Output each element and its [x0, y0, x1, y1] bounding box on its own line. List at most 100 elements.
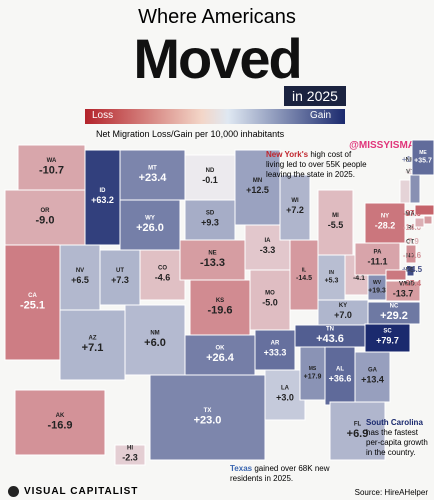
annotation-text: has the fastest per-capita growth in the…	[366, 428, 428, 457]
state-value: +79.7	[376, 335, 399, 345]
state-value: +9.3	[201, 217, 219, 227]
state-abbr: CA	[28, 293, 37, 299]
state-abbr: VA	[399, 282, 408, 288]
state-value: -25.1	[20, 299, 45, 311]
brand: VISUAL CAPITALIST	[24, 486, 139, 497]
state-abbr: RI	[407, 226, 413, 232]
state-value: +29.2	[380, 310, 408, 322]
state	[14, 389, 106, 456]
state-abbr: FL	[354, 422, 362, 428]
state-value: +35.7	[414, 157, 432, 164]
state-abbr: MT	[148, 166, 157, 172]
source: Source: HireAHelper	[354, 488, 428, 497]
state-abbr: NJ	[406, 254, 414, 260]
state-abbr: UT	[116, 268, 124, 274]
state-abbr: NY	[381, 214, 389, 220]
state-value: +17.9	[304, 373, 322, 380]
state-value: +26.0	[136, 222, 164, 234]
state	[317, 189, 354, 256]
state-value: +7.3	[111, 275, 129, 285]
state-value: -11.1	[367, 256, 387, 266]
state	[184, 199, 236, 241]
state	[409, 174, 421, 204]
state-abbr: MI	[332, 213, 339, 219]
state	[317, 299, 369, 326]
state-value: -0.1	[202, 175, 218, 185]
title-line: Where Americans	[138, 6, 296, 28]
state-value: +12.5	[246, 185, 269, 195]
state-value: -13.3	[200, 257, 225, 269]
state-value: -2.3	[122, 452, 138, 462]
state-value: -7.9	[405, 237, 419, 246]
state-value: +23.4	[139, 172, 168, 184]
state-value: +33.3	[264, 347, 287, 357]
state-abbr: IL	[302, 267, 306, 273]
annotation: New York's high cost of living led to ov…	[266, 150, 371, 180]
state-abbr: WI	[291, 198, 299, 204]
legend-bar	[85, 109, 345, 124]
state-value: -14.5	[296, 275, 312, 282]
state-abbr: MA	[405, 212, 415, 218]
annotation: Texas gained over 68K new residents in 2…	[230, 464, 350, 484]
state	[254, 329, 296, 371]
state-value: -5.5	[328, 220, 344, 230]
state-abbr: NE	[208, 251, 216, 257]
state	[279, 174, 311, 241]
state	[119, 149, 186, 201]
state	[234, 149, 281, 226]
state-value: +43.6	[316, 333, 344, 345]
state	[414, 204, 434, 216]
state-abbr: WY	[145, 216, 155, 222]
state-value: +13.4	[361, 374, 384, 384]
state	[4, 244, 61, 361]
state-abbr: ND	[206, 168, 215, 174]
annotation: South Carolina has the fastest per-capit…	[366, 418, 434, 458]
state-abbr: NC	[390, 304, 399, 310]
state-abbr: NH	[406, 158, 415, 164]
state	[59, 309, 126, 381]
state-value: -3.3	[260, 245, 276, 255]
state-value: +7.2	[286, 205, 304, 215]
annotation-highlight: Texas	[230, 464, 253, 473]
state-value: +63.2	[91, 195, 114, 205]
state-value: +26.4	[206, 352, 235, 364]
state-abbr: PA	[374, 250, 383, 256]
state-abbr: DE	[406, 268, 414, 274]
state	[317, 254, 346, 301]
state	[411, 139, 434, 176]
state-abbr: KY	[339, 303, 347, 309]
state-abbr: VT	[406, 170, 414, 176]
state	[139, 249, 186, 301]
annotation-text: high cost of living led to over 55K peop…	[266, 150, 367, 179]
state-value: -4.6	[155, 272, 171, 282]
state-value: -14.0	[403, 223, 422, 232]
state-value: +6.5	[71, 275, 89, 285]
state-value: +7.1	[82, 342, 104, 354]
state-abbr: MO	[265, 291, 275, 297]
state-abbr: MN	[253, 178, 262, 184]
state-value: +36.6	[329, 373, 352, 383]
state	[249, 269, 291, 331]
state	[329, 401, 386, 461]
state-value: +6.0	[144, 337, 166, 349]
state	[149, 374, 266, 461]
state	[354, 351, 391, 403]
state-abbr: ID	[100, 188, 107, 194]
state-abbr: AL	[336, 367, 344, 373]
state	[17, 144, 86, 191]
state-value: +5.3	[325, 277, 339, 284]
state	[423, 215, 433, 225]
subtitle: Net Migration Loss/Gain per 10,000 inhab…	[96, 129, 285, 139]
state	[405, 244, 417, 264]
state-abbr: WV	[373, 280, 382, 286]
state-abbr: OK	[216, 346, 226, 352]
state	[324, 346, 356, 406]
state-abbr: AZ	[89, 336, 97, 342]
state-value: -10.7	[39, 164, 64, 176]
state	[367, 301, 421, 325]
annotation-highlight: South Carolina	[366, 418, 423, 427]
state	[84, 149, 121, 246]
state-value: +54.5	[402, 265, 423, 274]
state	[114, 444, 146, 466]
